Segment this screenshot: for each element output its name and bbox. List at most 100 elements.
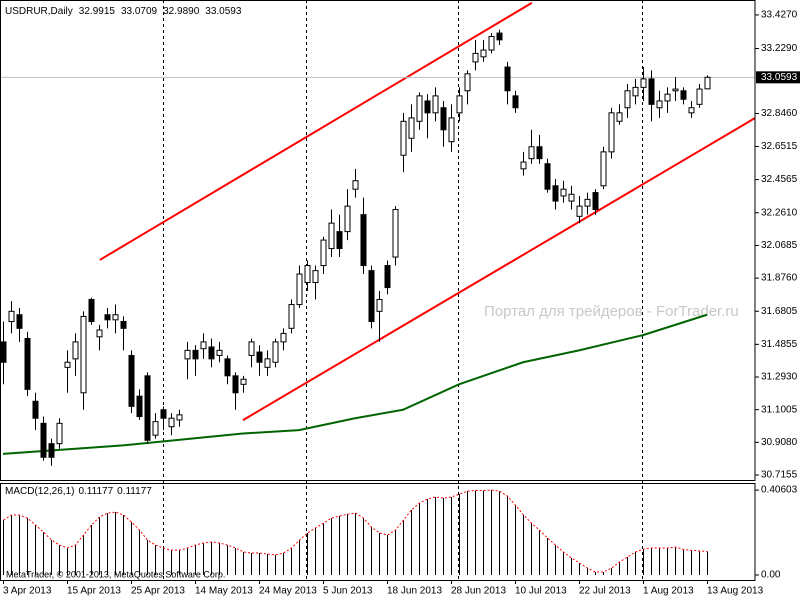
trendline [99,2,533,261]
candle-body [280,332,287,343]
x-tick-label: 22 Jul 2013 [579,586,631,597]
candle-body [496,32,503,41]
candle-body [400,120,407,156]
x-tick-label: 1 Aug 2013 [643,586,694,597]
y-tick-label: 31.8760 [761,273,798,284]
candle-body [552,185,559,202]
indicator-value: 0.11177 [78,486,113,497]
candle-body [608,112,615,153]
x-tick-label: 10 Jul 2013 [515,586,567,597]
candle-body [704,76,711,90]
y-tick-label: 31.6805 [761,306,798,317]
candle-body [312,270,319,284]
trendline [242,116,755,421]
candle-body [336,231,343,250]
current-price-box [756,71,800,84]
candle-body [568,193,575,202]
candle-body [24,337,31,390]
candle-body [32,400,39,419]
x-tick-label: 25 Apr 2013 [131,586,185,597]
candle-body [432,95,439,114]
candle-body [144,375,151,441]
candle-body [624,90,631,109]
x-tick-label: 15 Apr 2013 [67,586,121,597]
candle-body [88,298,95,323]
current-price-label: 33.0593 [761,72,798,83]
candle-body [592,192,599,211]
y-tick-label: 31.4855 [761,339,798,350]
candle-body [680,90,687,100]
candle-body [248,341,255,356]
y-tick-label: 30.7155 [761,470,798,481]
y-tick-label: 32.8460 [761,108,798,119]
candle-body [304,265,311,284]
candle-body [632,86,639,97]
macd-frame [0,483,756,581]
candle-body [104,314,111,321]
y-tick-label: 31.1005 [761,404,798,415]
y-tick-label: 32.0685 [761,240,798,251]
candle-body [216,349,223,356]
candle-body [112,314,119,321]
x-tick-label: 3 Apr 2013 [3,586,52,597]
x-tick-label: 28 Jun 2013 [451,586,506,597]
ohlc-value: 32.9915 [79,6,116,17]
candle-body [208,346,215,360]
candle-body [368,270,375,323]
candle-body [648,78,655,105]
macd-header: MACD(12,26,1) 0.11177 0.11177 [5,486,152,497]
candle-body [408,117,415,139]
macd-plot [3,489,708,575]
candle-body [440,107,447,131]
candle-body [176,414,183,421]
candle-body [416,95,423,122]
y-tick-label: 0.00 [761,570,781,581]
candle-body [344,205,351,233]
candle-body [696,88,703,105]
candle-body [512,95,519,109]
candle-body [80,315,87,394]
candle-body [40,422,47,458]
symbol: USDRUR,Daily [5,6,73,17]
x-tick-label: 14 May 2013 [195,586,253,597]
candle-body [424,100,431,114]
moving-average [2,313,708,455]
y-tick-label: 33.4270 [761,10,798,21]
x-tick-label: 5 Jun 2013 [323,586,373,597]
candle-body [0,341,7,363]
candle-body [584,198,591,207]
candle-body [656,100,663,109]
main-frame [0,0,756,481]
candle-body [520,161,527,170]
copyright: MetaTrader, © 2001-2013, MetaQuotes Soft… [6,569,225,579]
candle-body [296,273,303,306]
indicator-name: MACD(12,26,1) [5,486,74,497]
y-tick-label: 32.4565 [761,174,798,185]
candle-body [616,112,623,122]
candle-body [688,107,695,114]
candle-body [472,52,479,63]
candle-body [16,314,23,329]
candle-body [464,73,471,92]
candle-body [168,417,175,428]
candle-body [192,349,199,360]
candle-body [456,95,463,114]
candle-body [272,341,279,363]
signal-line [3,489,708,573]
candle-body [600,151,607,187]
candle-body [448,117,455,143]
watermark: Портал для трейдеров - ForTrader.ru [484,303,739,320]
y-tick-label: 0.40603 [761,485,798,496]
candle-body [480,49,487,58]
candle-body [376,298,383,312]
candle-body [392,209,399,258]
ohlc-value: 32.9890 [163,6,200,17]
candle-body [72,341,79,360]
candle-body [576,205,583,217]
y-tick-label: 31.2930 [761,372,798,383]
y-tick-label: 30.9080 [761,437,798,448]
candle-body [504,66,511,92]
